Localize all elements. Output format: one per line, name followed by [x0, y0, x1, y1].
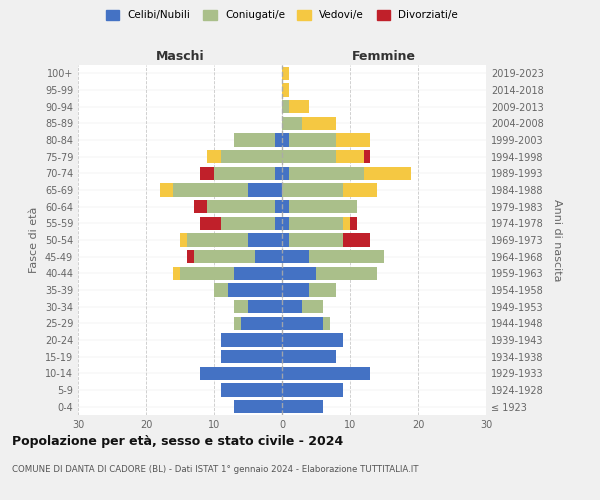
Bar	[207, 200, 275, 213]
Bar	[221, 350, 282, 364]
Bar	[282, 150, 337, 164]
Bar	[316, 266, 377, 280]
Text: COMUNE DI DANTA DI CADORE (BL) - Dati ISTAT 1° gennaio 2024 - Elaborazione TUTTI: COMUNE DI DANTA DI CADORE (BL) - Dati IS…	[12, 465, 419, 474]
Bar	[235, 134, 275, 146]
Bar	[221, 384, 282, 396]
Y-axis label: Fasce di età: Fasce di età	[29, 207, 39, 273]
Bar	[350, 216, 357, 230]
Bar	[187, 250, 194, 264]
Bar	[289, 134, 337, 146]
Bar	[282, 216, 289, 230]
Bar	[302, 300, 323, 314]
Bar	[302, 116, 337, 130]
Bar	[282, 134, 289, 146]
Bar	[282, 116, 302, 130]
Bar	[282, 366, 370, 380]
Text: Maschi: Maschi	[155, 50, 205, 62]
Bar	[160, 184, 173, 196]
Bar	[282, 166, 289, 180]
Bar	[180, 266, 235, 280]
Bar	[337, 134, 370, 146]
Bar	[337, 150, 364, 164]
Bar	[282, 316, 323, 330]
Bar	[364, 166, 411, 180]
Bar	[275, 134, 282, 146]
Bar	[282, 400, 323, 413]
Bar	[282, 200, 289, 213]
Bar	[282, 266, 316, 280]
Bar	[343, 234, 370, 246]
Bar	[200, 216, 221, 230]
Bar	[282, 384, 343, 396]
Bar	[255, 250, 282, 264]
Text: Popolazione per età, sesso e stato civile - 2024: Popolazione per età, sesso e stato civil…	[12, 435, 343, 448]
Bar	[187, 234, 248, 246]
Bar	[289, 216, 343, 230]
Bar	[235, 266, 282, 280]
Bar	[194, 200, 207, 213]
Bar	[194, 250, 255, 264]
Bar	[221, 150, 282, 164]
Bar	[282, 234, 289, 246]
Bar	[248, 184, 282, 196]
Bar	[275, 216, 282, 230]
Bar	[364, 150, 370, 164]
Bar	[235, 300, 248, 314]
Bar	[343, 216, 350, 230]
Bar	[343, 184, 377, 196]
Bar	[282, 84, 289, 96]
Bar	[200, 366, 282, 380]
Bar	[227, 284, 282, 296]
Bar	[289, 166, 364, 180]
Bar	[282, 184, 343, 196]
Bar	[221, 216, 275, 230]
Bar	[180, 234, 187, 246]
Bar	[282, 334, 343, 346]
Bar	[221, 334, 282, 346]
Bar	[275, 166, 282, 180]
Bar	[248, 234, 282, 246]
Bar	[241, 316, 282, 330]
Bar	[173, 266, 180, 280]
Bar	[282, 350, 337, 364]
Bar	[282, 284, 309, 296]
Legend: Celibi/Nubili, Coniugati/e, Vedovi/e, Divorziati/e: Celibi/Nubili, Coniugati/e, Vedovi/e, Di…	[106, 10, 458, 20]
Bar	[275, 200, 282, 213]
Bar	[282, 100, 289, 114]
Bar	[282, 66, 289, 80]
Bar	[309, 250, 384, 264]
Bar	[235, 316, 241, 330]
Y-axis label: Anni di nascita: Anni di nascita	[552, 198, 562, 281]
Bar	[282, 250, 309, 264]
Text: Femmine: Femmine	[352, 50, 416, 62]
Bar	[173, 184, 248, 196]
Bar	[235, 400, 282, 413]
Bar	[207, 150, 221, 164]
Bar	[323, 316, 329, 330]
Bar	[289, 100, 309, 114]
Bar	[309, 284, 337, 296]
Bar	[200, 166, 214, 180]
Bar	[282, 300, 302, 314]
Bar	[248, 300, 282, 314]
Bar	[214, 166, 275, 180]
Bar	[289, 234, 343, 246]
Bar	[289, 200, 357, 213]
Bar	[214, 284, 227, 296]
